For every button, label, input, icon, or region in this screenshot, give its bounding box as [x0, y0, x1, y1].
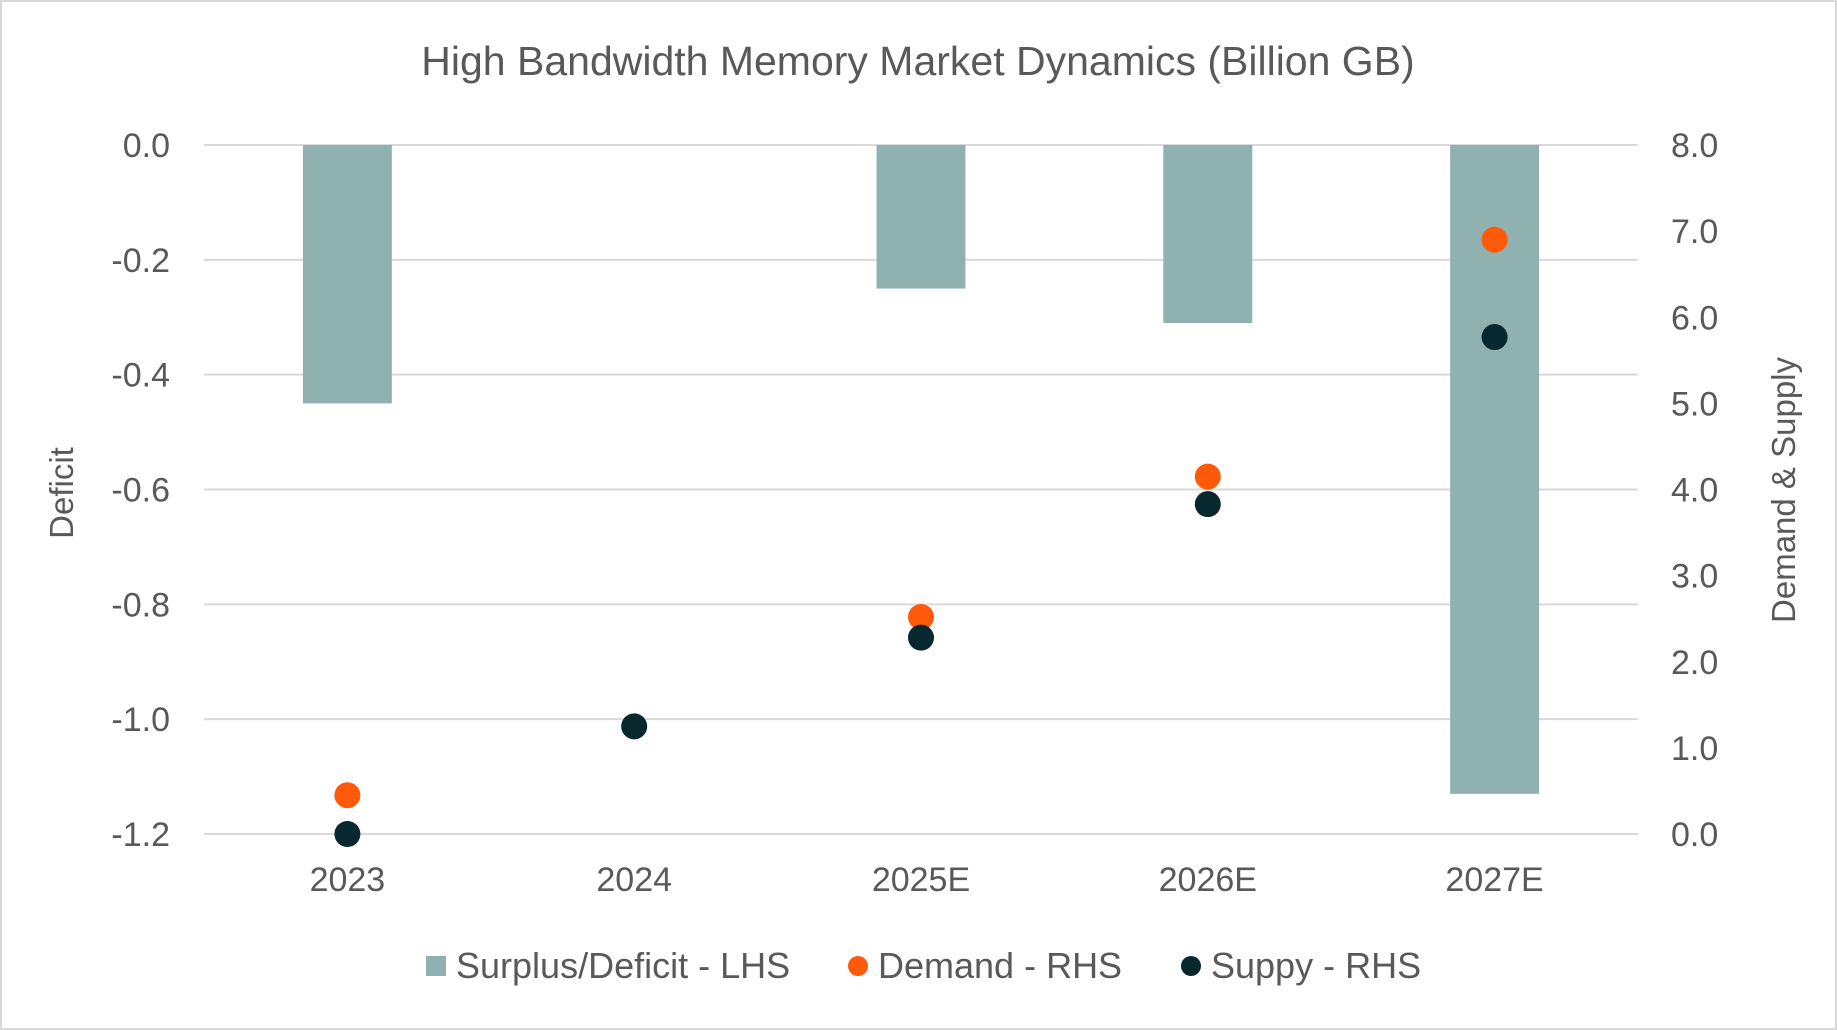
- legend-swatch: [426, 956, 446, 976]
- bar-series: [302, 145, 1540, 794]
- left-axis-title: Deficit: [43, 447, 80, 539]
- legend-label: Surplus/Deficit - LHS: [456, 945, 790, 986]
- chart-title: High Bandwidth Memory Market Dynamics (B…: [421, 38, 1414, 84]
- x-axis-ticks: 2023 2024 2025E 2026E 2027E: [310, 861, 1544, 899]
- right-axis-ticks: 8.0 7.0 6.0 5.0 4.0 3.0 2.0 1.0 0.0: [1671, 127, 1718, 854]
- scatter-point: [621, 713, 648, 740]
- right-tick-label: 6.0: [1671, 299, 1718, 337]
- right-tick-label: 8.0: [1671, 127, 1718, 165]
- bar: [1450, 145, 1540, 794]
- scatter-point: [1481, 226, 1508, 253]
- scatter-point: [1194, 463, 1221, 490]
- right-axis-title: Demand & Supply: [1765, 357, 1802, 623]
- left-tick-label: -0.8: [111, 586, 170, 624]
- bar: [1163, 145, 1253, 323]
- bar: [302, 145, 392, 404]
- scatter-point: [908, 624, 934, 651]
- legend-swatch: [1181, 956, 1201, 976]
- scatter-point: [334, 782, 361, 809]
- legend-label: Suppy - RHS: [1211, 945, 1421, 986]
- x-tick-label: 2026E: [1159, 861, 1257, 899]
- left-tick-label: -1.0: [111, 701, 170, 739]
- right-tick-label: 7.0: [1671, 213, 1718, 251]
- x-tick-label: 2027E: [1445, 861, 1543, 899]
- scatter-point: [334, 821, 361, 847]
- scatter-series: [334, 226, 1508, 847]
- x-tick-label: 2023: [310, 861, 386, 899]
- left-tick-label: 0.0: [123, 127, 170, 165]
- scatter-point: [1194, 491, 1221, 518]
- right-tick-label: 0.0: [1671, 816, 1718, 854]
- scatter-point: [908, 603, 934, 630]
- x-tick-label: 2024: [596, 861, 672, 899]
- legend: Surplus/Deficit - LHS Demand - RHS Suppy -…: [426, 945, 1421, 986]
- right-tick-label: 2.0: [1671, 644, 1718, 682]
- right-tick-label: 5.0: [1671, 385, 1718, 423]
- bar: [876, 145, 966, 289]
- right-tick-label: 4.0: [1671, 472, 1718, 510]
- left-axis-ticks: 0.0 -0.2 -0.4 -0.6 -0.8 -1.0 -1.2: [111, 127, 170, 854]
- legend-swatch: [848, 956, 868, 976]
- left-tick-label: -0.4: [111, 357, 170, 395]
- x-tick-label: 2025E: [872, 861, 970, 899]
- legend-label: Demand - RHS: [878, 945, 1122, 986]
- left-tick-label: -0.6: [111, 472, 170, 510]
- left-tick-label: -1.2: [111, 816, 170, 854]
- right-tick-label: 3.0: [1671, 558, 1718, 596]
- right-tick-label: 1.0: [1671, 730, 1718, 768]
- scatter-point: [1481, 324, 1508, 351]
- left-tick-label: -0.2: [111, 242, 170, 280]
